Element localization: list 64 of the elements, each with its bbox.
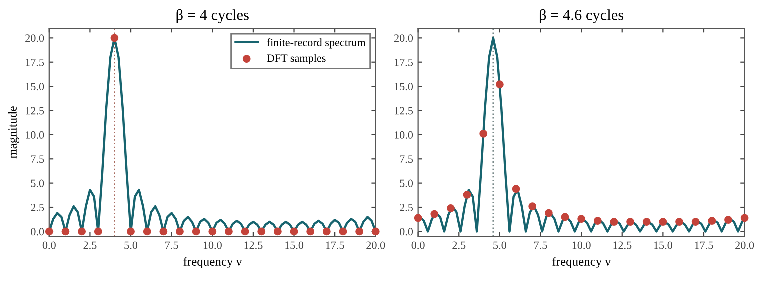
x-axis-title: frequency ν bbox=[552, 257, 611, 269]
point bbox=[610, 218, 618, 226]
x-tick-label: 5.0 bbox=[124, 242, 138, 250]
point bbox=[740, 214, 749, 222]
point bbox=[659, 218, 668, 226]
x-tick-label: 7.5 bbox=[166, 242, 178, 250]
point bbox=[594, 217, 602, 226]
x-tick-label: 2.5 bbox=[84, 242, 97, 250]
y-tick-label: 7.5 bbox=[400, 156, 414, 164]
x-tick-label: 20.0 bbox=[366, 242, 386, 250]
x-tick-label: 15.0 bbox=[654, 242, 672, 250]
legend-label: finite-record spectrum bbox=[267, 38, 366, 49]
point bbox=[528, 202, 537, 211]
x-tick-label: 15.0 bbox=[286, 242, 304, 250]
point bbox=[480, 130, 488, 138]
x-tick-label: 20.0 bbox=[736, 242, 754, 250]
point bbox=[561, 213, 570, 222]
x-tick-label: 12.5 bbox=[244, 242, 263, 250]
y-tick-label: 15.0 bbox=[394, 83, 414, 91]
point bbox=[430, 210, 439, 218]
y-tick-label: 12.5 bbox=[26, 107, 44, 115]
x-tick-label: 12.5 bbox=[614, 242, 632, 250]
point bbox=[512, 185, 520, 194]
point bbox=[642, 218, 651, 226]
y-tick-label: 17.5 bbox=[26, 58, 44, 66]
y-tick-label: 5.0 bbox=[31, 180, 44, 188]
y-tick-label: 20.0 bbox=[394, 34, 414, 42]
x-tick-label: 5.0 bbox=[494, 242, 506, 250]
point bbox=[496, 80, 504, 89]
x-tick-label: 17.5 bbox=[695, 242, 714, 250]
x-tick-label: 10.0 bbox=[204, 242, 222, 250]
x-tick-label: 0.0 bbox=[42, 242, 56, 250]
chart-title: β = 4.6 cycles bbox=[540, 9, 624, 24]
point bbox=[676, 218, 684, 226]
y-tick-label: 2.5 bbox=[31, 204, 44, 212]
chart-title: β = 4 cycles bbox=[176, 9, 249, 24]
y-tick-label: 15.0 bbox=[26, 83, 44, 91]
point bbox=[708, 217, 716, 226]
y-tick-label: 10.0 bbox=[26, 131, 44, 139]
x-tick-label: 0.0 bbox=[412, 242, 425, 250]
y-tick-label: 2.5 bbox=[400, 204, 414, 212]
point bbox=[447, 204, 455, 212]
point bbox=[544, 209, 553, 218]
x-tick-label: 7.5 bbox=[534, 242, 548, 250]
x-axis-title: frequency ν bbox=[184, 257, 242, 269]
point bbox=[626, 218, 634, 226]
legend-label: DFT samples bbox=[267, 54, 326, 64]
x-tick-label: 10.0 bbox=[572, 242, 591, 250]
point bbox=[578, 215, 586, 224]
point bbox=[692, 218, 700, 226]
y-tick-label: 5.0 bbox=[400, 180, 414, 188]
y-tick-label: 0.0 bbox=[400, 228, 414, 236]
y-axis-title: magnitude bbox=[8, 106, 20, 159]
point bbox=[414, 214, 422, 222]
y-tick-label: 20.0 bbox=[26, 34, 44, 42]
x-tick-label: 2.5 bbox=[452, 242, 466, 250]
y-tick-label: 10.0 bbox=[394, 131, 414, 139]
y-tick-label: 12.5 bbox=[394, 107, 414, 115]
point bbox=[724, 216, 732, 224]
point bbox=[463, 190, 472, 199]
y-tick-label: 0.0 bbox=[31, 228, 44, 236]
x-tick-label: 17.5 bbox=[326, 242, 344, 250]
y-tick-label: 7.5 bbox=[31, 156, 44, 164]
y-tick-label: 17.5 bbox=[394, 58, 414, 66]
